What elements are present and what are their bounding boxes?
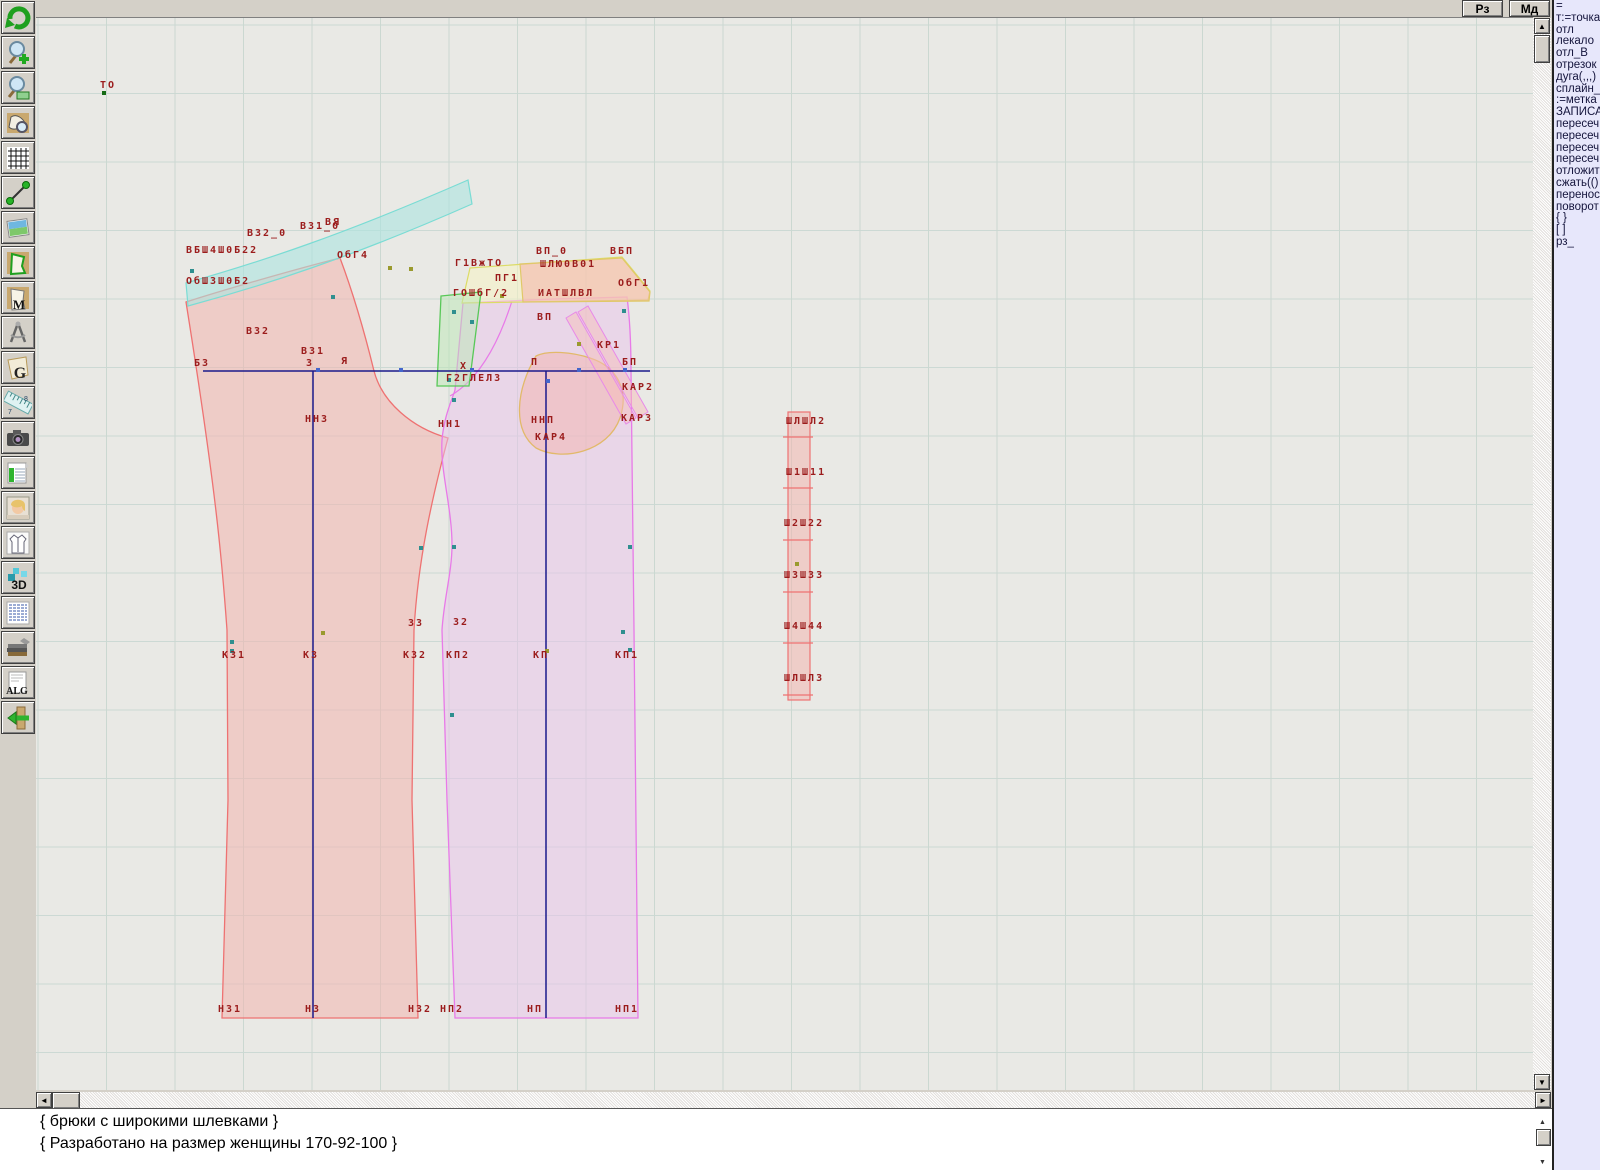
svg-text:8: 8 (24, 396, 28, 403)
sidebar-command-item[interactable]: отл_В (1556, 47, 1588, 60)
camera-icon[interactable] (1, 421, 35, 454)
sidebar-command-item[interactable]: т:=точка (1556, 11, 1600, 24)
vertical-scroll-thumb[interactable] (1534, 35, 1550, 63)
scroll-right-button[interactable]: ► (1535, 1092, 1551, 1108)
drafting-compass-icon[interactable] (1, 316, 35, 349)
scroll-up-button[interactable]: ▲ (1534, 18, 1550, 34)
sidebar-command-item[interactable]: сжать(() (1556, 176, 1599, 189)
console-line-2: { Разработано на размер женщины 170-92-1… (40, 1135, 398, 1152)
alg-document-icon[interactable]: ALG (1, 666, 35, 699)
sidebar-command-item[interactable]: рз_ (1556, 235, 1574, 248)
zoom-page-icon[interactable] (1, 71, 35, 104)
exit-icon[interactable] (1, 701, 35, 734)
command-sidebar: = т:=точка отл лекало отл_В отрезок дуга(,,,) с… (1552, 0, 1600, 1170)
console-scroll-down-icon[interactable]: ▼ (1539, 1158, 1546, 1166)
scroll-left-button[interactable]: ◄ (36, 1092, 52, 1108)
books-icon[interactable] (1, 631, 35, 664)
sidebar-command-item[interactable]: поворот (1556, 200, 1599, 213)
console-line-1: { брюки с широкими шлевками } (40, 1113, 279, 1130)
rz-button[interactable]: Рз (1462, 0, 1503, 17)
spreadsheet-icon[interactable] (1, 456, 35, 489)
console-scroll-thumb[interactable] (1536, 1129, 1551, 1146)
sidebar-command-item[interactable]: сплайн_ (1556, 82, 1600, 95)
undo-icon[interactable] (1, 1, 35, 34)
piece-preview-icon[interactable] (1, 106, 35, 139)
pattern-m-icon[interactable]: M (1, 281, 35, 314)
measure-line-icon[interactable] (1, 176, 35, 209)
sidebar-command-item[interactable]: :=метка (1556, 94, 1597, 107)
md-button[interactable]: Мд (1509, 0, 1550, 17)
sidebar-command-item[interactable]: отл (1556, 23, 1574, 36)
text-list-icon[interactable] (1, 596, 35, 629)
horizontal-scroll-thumb[interactable] (52, 1092, 80, 1109)
sidebar-command-item[interactable]: пересеч (1556, 153, 1600, 166)
pattern-piece-icon[interactable] (1, 246, 35, 279)
sidebar-command-item[interactable]: отрезок (1556, 58, 1597, 71)
image-icon[interactable] (1, 211, 35, 244)
horizontal-scrollbar[interactable]: ◄ ► (36, 1092, 1551, 1109)
g-pattern-icon[interactable]: G (1, 351, 35, 384)
svg-text:ALG: ALG (6, 686, 28, 697)
svg-text:7: 7 (8, 409, 12, 416)
sidebar-command-item[interactable]: перенос (1556, 188, 1600, 201)
console-scrollbar[interactable]: ▲ ▼ (1534, 1112, 1551, 1168)
portrait-icon[interactable] (1, 491, 35, 524)
top-strip: Рз Мд (36, 0, 1550, 18)
svg-text:M: M (13, 297, 25, 312)
garment-sketch-icon[interactable] (1, 526, 35, 559)
sidebar-command-item[interactable]: пересеч (1556, 129, 1600, 142)
sidebar-command-item[interactable]: отложит (1556, 165, 1600, 178)
drawing-canvas[interactable] (36, 18, 1533, 1090)
sidebar-command-item[interactable]: пересеч (1556, 141, 1600, 154)
scroll-down-button[interactable]: ▼ (1534, 1074, 1550, 1090)
svg-text:G: G (14, 365, 27, 382)
sidebar-command-item[interactable]: дуга(,,,) (1556, 70, 1597, 83)
sidebar-command-item[interactable]: { } (1556, 212, 1567, 225)
sidebar-command-item[interactable]: ЗАПИСА (1556, 106, 1600, 119)
console-scroll-up-icon[interactable]: ▲ (1539, 1118, 1546, 1126)
command-console[interactable]: { брюки с широкими шлевками } { Разработ… (0, 1108, 1552, 1170)
sidebar-command-item[interactable]: [ ] (1556, 224, 1566, 237)
sidebar-command-item[interactable]: = (1556, 0, 1563, 12)
sidebar-command-item[interactable]: пересеч (1556, 117, 1600, 130)
threed-icon[interactable]: 3D (1, 561, 35, 594)
zoom-in-icon[interactable] (1, 36, 35, 69)
sidebar-command-item[interactable]: лекало (1556, 35, 1595, 48)
grid-icon[interactable] (1, 141, 35, 174)
svg-text:3D: 3D (11, 578, 27, 592)
vertical-scrollbar[interactable]: ▲ ▼ (1533, 18, 1551, 1090)
